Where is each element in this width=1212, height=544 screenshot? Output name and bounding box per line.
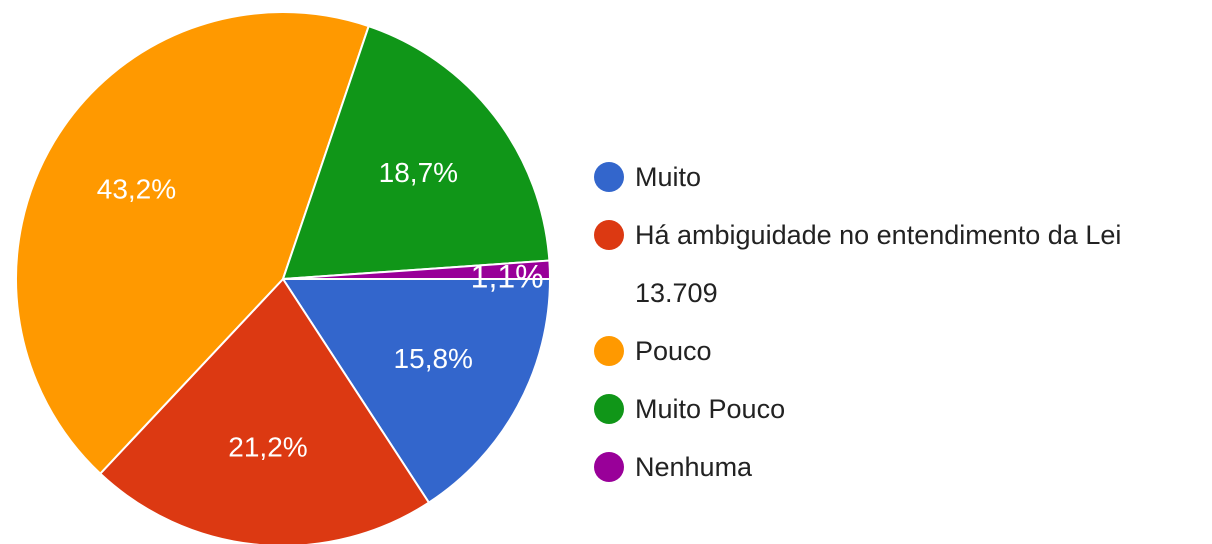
data-label: 18,7% <box>379 157 458 188</box>
legend-swatch <box>594 452 624 482</box>
legend-item: Pouco <box>592 322 1152 380</box>
legend-label: Pouco <box>635 336 712 366</box>
legend-swatch <box>594 162 624 192</box>
legend-swatch <box>594 336 624 366</box>
pie-slice <box>15 11 370 476</box>
legend-item: Há ambiguidade no entendimento da Lei 13… <box>592 206 1152 322</box>
legend-label: Muito Pouco <box>635 394 786 424</box>
data-label: 21,2% <box>228 432 307 463</box>
pie-slice <box>98 277 431 544</box>
data-label: 43,2% <box>97 173 176 204</box>
legend: Muito Há ambiguidade no entendimento da L… <box>592 148 1152 496</box>
legend-item: Muito <box>592 148 1152 206</box>
pie: 15,8% 21,2% 43,2% 18,7% 1,1% <box>15 11 552 544</box>
data-label: 1,1% <box>471 259 544 295</box>
legend-item: Nenhuma <box>592 438 1152 496</box>
pie-slice <box>281 278 552 505</box>
legend-swatch <box>594 220 624 250</box>
data-label: 15,8% <box>394 343 473 374</box>
pie-slice <box>281 24 551 281</box>
legend-label: Há ambiguidade no entendimento da Lei 13… <box>635 220 1122 308</box>
pie-slice <box>282 259 552 280</box>
legend-swatch <box>594 394 624 424</box>
legend-item: Muito Pouco <box>592 380 1152 438</box>
legend-label: Muito <box>635 162 702 192</box>
legend-label: Nenhuma <box>635 452 753 482</box>
